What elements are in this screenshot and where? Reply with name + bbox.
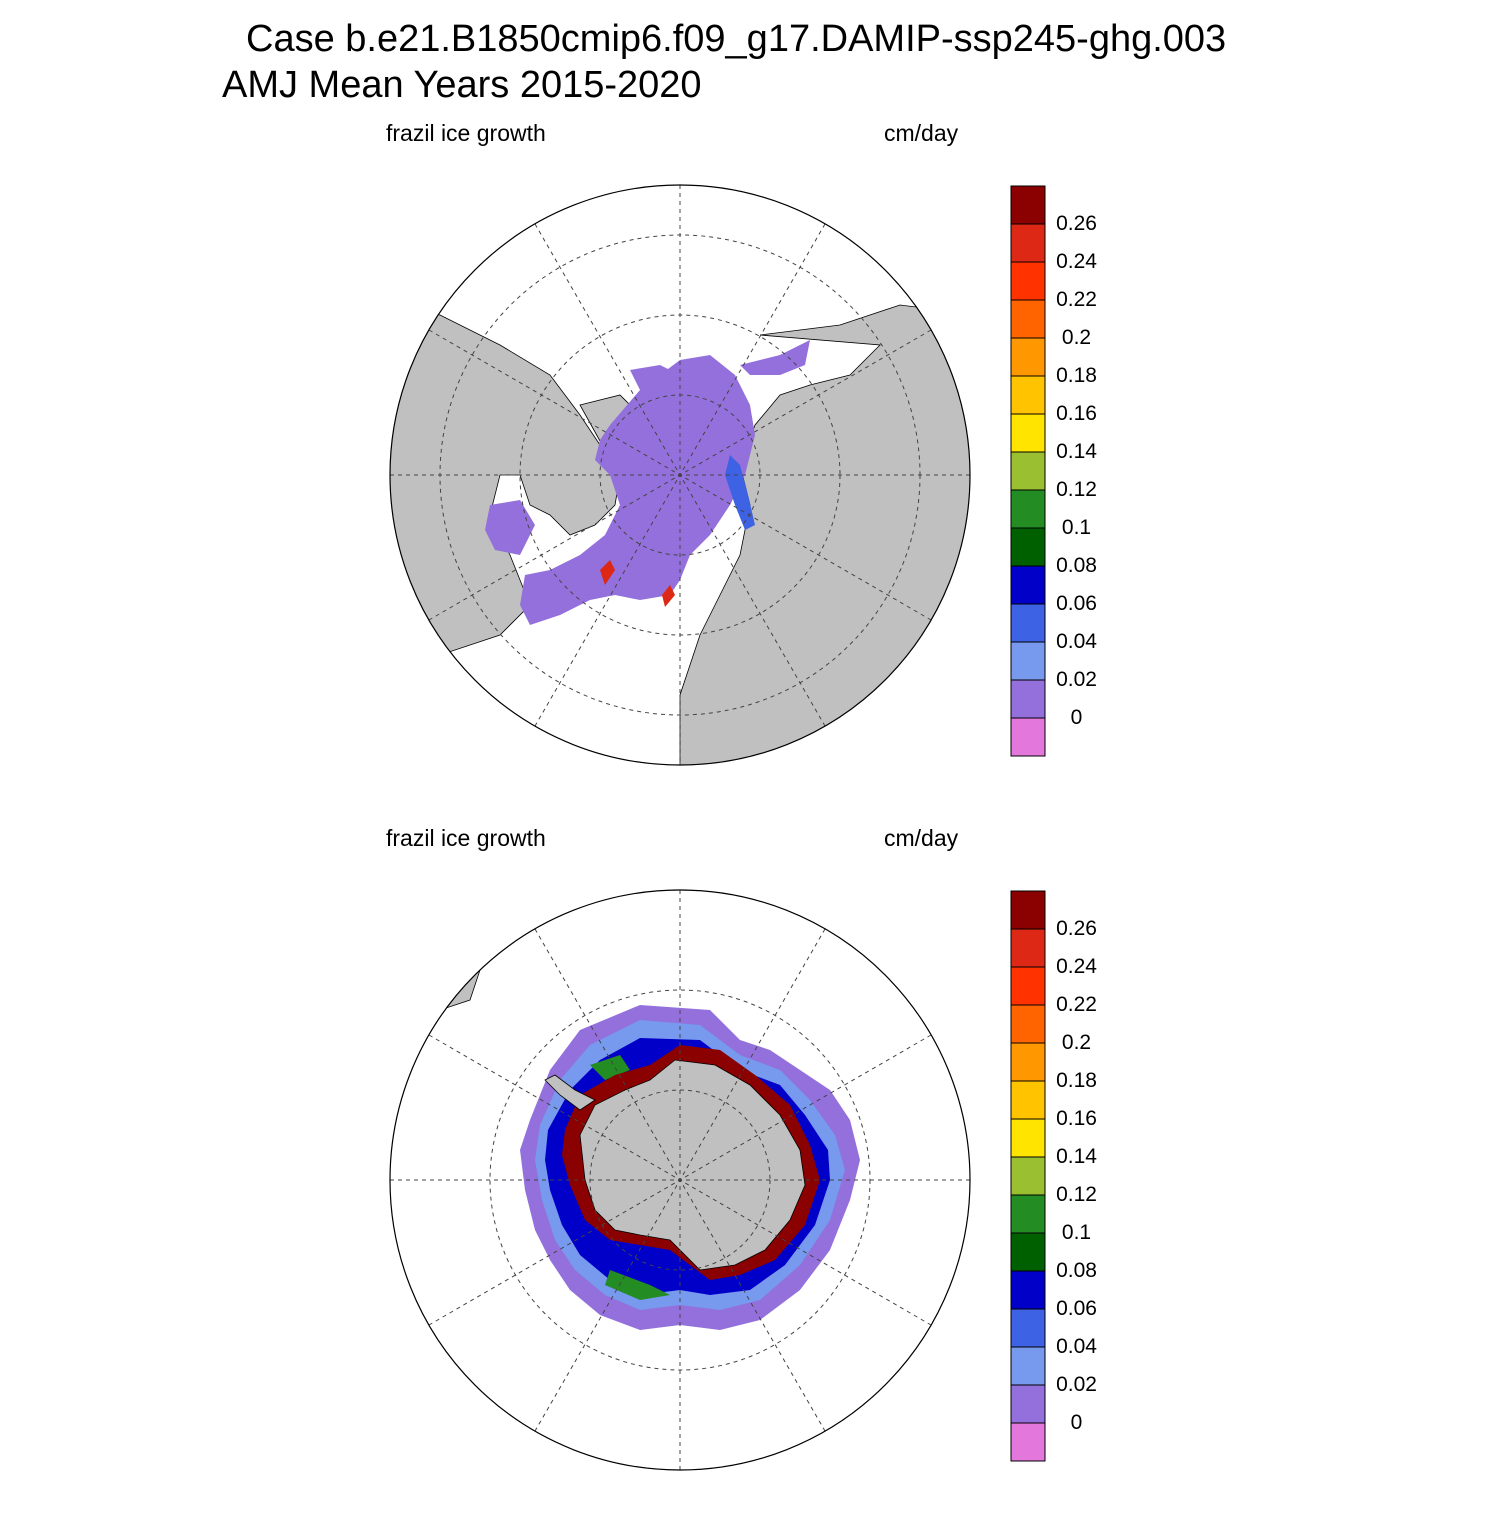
colorbar-box [1010,565,1046,605]
colorbar-tick-label: 0.22 [1056,288,1097,311]
colorbar-tick-label: 0.16 [1056,402,1097,425]
title-line-1: Case b.e21.B1850cmip6.f09_g17.DAMIP-ssp2… [246,18,1227,60]
colorbar-box [1010,261,1046,301]
colorbar-tick-label: 0.08 [1056,1259,1097,1282]
colorbar-tick-label: 0.04 [1056,1335,1097,1358]
colorbar-tick-label: 0.2 [1061,1031,1092,1054]
south-panel: frazil ice growth cm/day [0,815,1500,1535]
colorbar-tick-label: 0 [1070,1411,1083,1434]
colorbar-box [1010,527,1046,567]
north-polar-map [389,184,971,766]
antarctica-land [579,1059,806,1271]
colorbar-tick-label: 0.2 [1061,326,1092,349]
colorbar-tick-label: 0.18 [1056,364,1097,387]
colorbar-box [1010,1156,1046,1196]
south-polar-map [389,889,971,1471]
colorbar-tick-label: 0.12 [1056,478,1097,501]
colorbar-tick-label: 0.04 [1056,630,1097,653]
southern-ice-green [605,1270,670,1300]
arctic-sea-ice [520,355,755,625]
colorbar-box [1010,1346,1046,1386]
colorbar-tick-label: 0.22 [1056,993,1097,1016]
colorbar-box [1010,679,1046,719]
colorbar-box [1010,1384,1046,1424]
colorbar-tick-label: 0.02 [1056,1373,1097,1396]
bering-ice [740,340,810,375]
colorbar-tick-label: 0.02 [1056,668,1097,691]
colorbar-box [1010,966,1046,1006]
colorbar-box [1010,1308,1046,1348]
arctic-sea-ice-2 [485,500,535,555]
barents-ice [630,365,680,390]
ice-edge-red-2 [662,585,675,607]
colorbar-box [1010,1004,1046,1044]
colorbar-box [1010,337,1046,377]
colorbar-tick-label: 0.1 [1061,516,1092,539]
graticule [390,185,970,765]
colorbar-tick-label: 0.24 [1056,955,1097,978]
colorbar-tick-label: 0.26 [1056,212,1097,235]
colorbar-box [1010,603,1046,643]
north-map-border [389,184,971,766]
ice-edge-red-1 [600,560,615,585]
south-left-label: frazil ice growth [386,825,546,851]
north-units-label: cm/day [884,120,959,146]
colorbar-tick-label: 0.12 [1056,1183,1097,1206]
south-units-label: cm/day [884,825,959,851]
colorbar-boxes [1010,185,1046,757]
colorbar-box [1010,1232,1046,1272]
colorbar-box [1010,1118,1046,1158]
colorbar-box [1010,1080,1046,1120]
colorbar-tick-label: 0.14 [1056,440,1097,463]
colorbar-box [1010,375,1046,415]
south-map-border [389,889,971,1471]
colorbar-tick-label: 0.06 [1056,1297,1097,1320]
colorbar-tick-label: 0.14 [1056,1145,1097,1168]
title-line-2: AMJ Mean Years 2015-2020 [222,64,702,106]
north-panel: frazil ice growth cm/day [0,110,1500,830]
ice-edge-blue [725,455,755,530]
colorbar-box [1010,890,1046,930]
colorbar-box [1010,489,1046,529]
north-left-label: frazil ice growth [386,120,546,146]
colorbar-box [1010,928,1046,968]
colorbar-box [1010,1422,1046,1462]
colorbar-box [1010,1270,1046,1310]
colorbar-box [1010,717,1046,757]
antarctic-peninsula [544,1074,596,1111]
colorbar-tick-label: 0 [1070,706,1083,729]
colorbar-box [1010,1042,1046,1082]
colorbar-tick-label: 0.24 [1056,250,1097,273]
colorbar-box [1010,185,1046,225]
north-america-land [390,304,621,656]
colorbar-box [1010,223,1046,263]
colorbar-boxes [1010,890,1046,1462]
colorbar-box [1010,1194,1046,1234]
graticule-south [390,890,970,1470]
colorbar-box [1010,451,1046,491]
colorbar-tick-label: 0.06 [1056,592,1097,615]
colorbar-tick-label: 0.18 [1056,1069,1097,1092]
colorbar-tick-label: 0.26 [1056,917,1097,940]
colorbar-tick-label: 0.08 [1056,554,1097,577]
colorbar-box [1010,641,1046,681]
colorbar-box [1010,413,1046,453]
colorbar-box [1010,299,1046,339]
colorbar-tick-label: 0.1 [1061,1221,1092,1244]
colorbar-tick-label: 0.16 [1056,1107,1097,1130]
